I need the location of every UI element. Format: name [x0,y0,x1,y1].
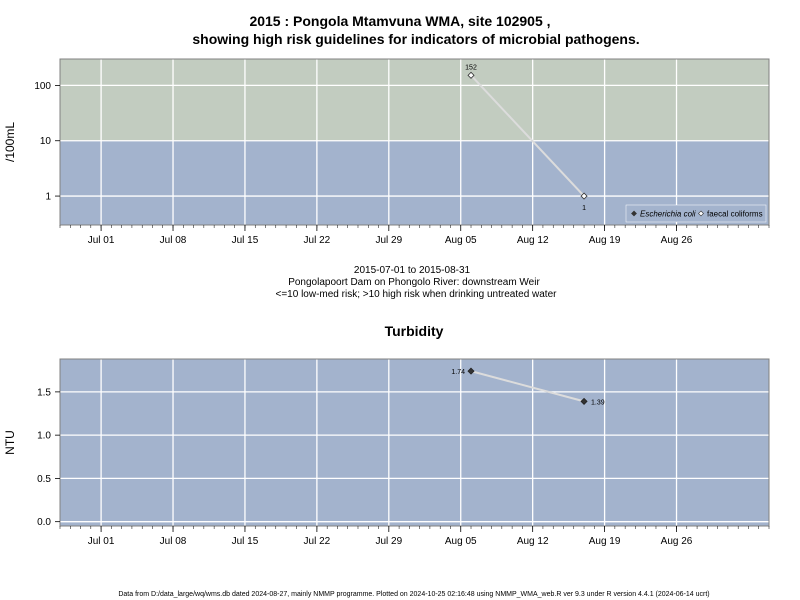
legend-faecal-coliforms-label: faecal coliforms [707,210,763,219]
chart2-x-tick-label: Jul 08 [160,536,187,547]
high-risk-band [60,59,769,141]
chart2-x-tick-label: Aug 05 [445,536,477,547]
chart2-y-tick-label: 1.0 [37,431,51,442]
chart2-y-axis: 0.0 0.5 1.0 1.5 [37,387,60,528]
chart1-y-tick-label: 10 [40,136,52,147]
chart1-plot: 1 10 100 Jul 01 Jul 08 Jul 15 Jul 22 Jul 29 Aug… [3,58,770,246]
chart2-plot: 0.00.51.01.5 Jul 01 Jul 08 Jul 15 Jul 22 Jul… [3,358,770,547]
chart2-x-tick-label: Jul 15 [232,536,259,547]
turbidity-point [580,397,588,405]
chart1-y-tick-label: 1 [45,192,51,203]
chart1-x-tick-label: Jul 22 [304,235,331,246]
chart2-y-tick-label: 0.5 [37,474,51,485]
risk-guideline-note: <=10 low-med risk; >10 high risk when dr… [276,289,558,300]
chart1-title-line2: showing high risk guidelines for indicat… [192,31,639,47]
turbidity-value-label: 1.74 [451,369,465,376]
turbidity-point [467,367,475,375]
chart2-y-tick-label: 1.5 [37,387,51,398]
chart2-y-label: NTU [3,430,17,455]
chart2-x-tick-label: Aug 26 [661,536,693,547]
chart2-frame [59,358,770,527]
chart1-x-tick-label: Aug 26 [661,235,693,246]
faecal-coliforms-point [580,192,588,200]
chart1-y-label: /100mL [3,122,17,162]
chart1-x-axis: Jul 01 Jul 08 Jul 15 Jul 22 Jul 29 Aug 05 Aug … [59,225,770,246]
legend-box [625,204,767,223]
chart2-background [60,359,769,526]
legend-faecal-coliforms-marker [698,210,704,217]
chart2-title: Turbidity [385,323,444,339]
legend-ecoli-marker [631,210,637,217]
chart1-x-tick-label: Jul 15 [232,235,259,246]
chart1-x-tick-label: Jul 01 [88,235,115,246]
chart1-x-tick-label: Jul 29 [375,235,402,246]
chart1-legend: Escherichia coli faecal coliforms [625,204,767,223]
site-description: Pongolapoort Dam on Phongolo River: down… [288,277,540,288]
chart1-y-tick-label: 100 [34,81,51,92]
chart1-title: 2015 : Pongola Mtamvuna WMA, site 102905… [249,13,550,29]
chart2-x-tick-label: Jul 01 [88,536,115,547]
faecal-coliforms-value-label: 1 [582,205,586,212]
chart2-series: 1.74 1.39 [451,367,605,406]
chart1-x-tick-label: Aug 12 [517,235,549,246]
faecal-coliforms-line [470,74,585,197]
chart1-x-tick-label: Aug 05 [445,235,477,246]
chart2-x-tick-label: Aug 12 [517,536,549,547]
chart1-frame [59,58,770,226]
faecal-coliforms-point [467,71,475,79]
footer-note: Data from D:/data_large/wq/wms.db dated … [118,591,709,598]
legend-ecoli-label: Escherichia coli [640,210,696,219]
turbidity-value-label: 1.39 [591,399,605,406]
chart2-x-axis: Jul 01 Jul 08 Jul 15 Jul 22 Jul 29 Aug 05 Aug … [59,526,770,547]
chart2-x-tick-label: Jul 29 [375,536,402,547]
chart1-x-tick-label: Jul 08 [160,235,187,246]
date-range: 2015-07-01 to 2015-08-31 [354,265,471,276]
turbidity-line [470,370,585,403]
chart1-x-tick-label: Aug 19 [589,235,621,246]
chart2-x-tick-label: Jul 22 [304,536,331,547]
faecal-coliforms-value-label: 152 [465,64,477,71]
chart2-x-tick-label: Aug 19 [589,536,621,547]
chart1-y-axis: 1 10 100 [34,81,60,203]
chart2-y-tick-label: 0.0 [37,517,51,528]
